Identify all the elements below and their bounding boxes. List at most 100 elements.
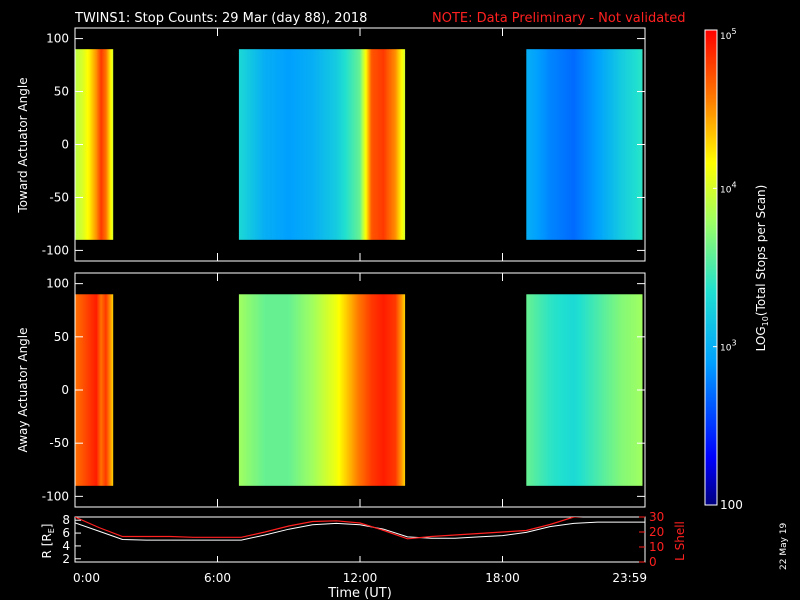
- away-heat-column: [246, 294, 249, 486]
- away-heat-column: [300, 294, 303, 486]
- toward-heat-column: [593, 49, 595, 240]
- toward-heat-column: [380, 49, 383, 240]
- away-heat-column: [92, 294, 94, 486]
- away-heat-column: [608, 294, 610, 486]
- toward-heat-column: [100, 49, 102, 240]
- away-heat-column: [574, 294, 576, 486]
- away-heat-column: [554, 294, 556, 486]
- toward-heat-column: [396, 49, 399, 240]
- away-heat-column: [94, 294, 96, 486]
- away-heat-column: [281, 294, 284, 486]
- away-heat-column: [334, 294, 337, 486]
- toward-heat-column: [392, 49, 395, 240]
- toward-heat-column: [356, 49, 359, 240]
- toward-heat-column: [558, 49, 560, 240]
- toward-heat-column: [347, 49, 350, 240]
- toward-heat-column: [371, 49, 374, 240]
- away-heat-column: [596, 294, 598, 486]
- toward-heat-column: [96, 49, 98, 240]
- toward-heat-column: [84, 49, 86, 240]
- away-heat-column: [299, 294, 302, 486]
- toward-heat-column: [634, 49, 636, 240]
- away-heat-column: [252, 294, 255, 486]
- away-heat-column: [339, 294, 342, 486]
- colorbar-label-post: (Total Stops per Scan): [754, 185, 768, 316]
- r-label-end: ]: [40, 524, 54, 529]
- toward-heat-column: [601, 49, 603, 240]
- toward-heat-column: [362, 49, 365, 240]
- away-heat-column: [359, 294, 362, 486]
- away-heat-column: [279, 294, 282, 486]
- away-heat-column: [326, 294, 329, 486]
- away-heat-column: [625, 294, 627, 486]
- toward-heat-column: [333, 49, 336, 240]
- toward-heat-column: [384, 49, 387, 240]
- toward-heat-column: [270, 49, 273, 240]
- toward-heat-column: [245, 49, 248, 240]
- away-heat-column: [539, 294, 541, 486]
- away-heat-column: [370, 294, 373, 486]
- toward-heat-column: [353, 49, 356, 240]
- away-heat-column: [327, 294, 330, 486]
- toward-heat-column: [332, 49, 335, 240]
- toward-heat-column: [527, 49, 529, 240]
- away-heat-column: [560, 294, 562, 486]
- away-heat-column: [556, 294, 558, 486]
- toward-heat-column: [256, 49, 259, 240]
- toward-heat-column: [111, 49, 113, 240]
- away-heat-column: [371, 294, 374, 486]
- toward-heat-column: [625, 49, 627, 240]
- toward-heat-column: [365, 49, 368, 240]
- away-heat-column: [403, 294, 406, 486]
- toward-heat-column: [361, 49, 364, 240]
- away-heat-column: [577, 294, 579, 486]
- toward-heat-column: [284, 49, 287, 240]
- toward-heat-column: [93, 49, 95, 240]
- toward-heat-column: [577, 49, 579, 240]
- toward-heat-column: [264, 49, 267, 240]
- toward-heat-column: [320, 49, 323, 240]
- toward-heat-column: [586, 49, 588, 240]
- toward-heat-column: [103, 49, 105, 240]
- x-tick-label: 23:59: [612, 571, 647, 585]
- toward-heat-column: [89, 49, 91, 240]
- away-heat-column: [606, 294, 608, 486]
- toward-heat-column: [243, 49, 246, 240]
- away-heat-column: [555, 294, 557, 486]
- x-tick-label: 6:00: [204, 571, 231, 585]
- away-heat-column: [610, 294, 612, 486]
- away-heat-column: [611, 294, 613, 486]
- away-heat-column: [240, 294, 243, 486]
- away-panel-frame: [74, 272, 646, 508]
- away-heat-column: [318, 294, 321, 486]
- toward-heat-column: [254, 49, 257, 240]
- toward-heat-column: [622, 49, 624, 240]
- toward-heat-column: [395, 49, 398, 240]
- toward-heat-column: [533, 49, 535, 240]
- away-heat-column: [254, 294, 257, 486]
- away-heat-column: [345, 294, 348, 486]
- toward-heat-column: [364, 49, 367, 240]
- toward-heat-column: [357, 49, 360, 240]
- toward-heat-column: [561, 49, 563, 240]
- toward-heat-column: [398, 49, 401, 240]
- away-heat-column: [103, 294, 105, 486]
- away-heat-column: [609, 294, 611, 486]
- toward-heat-column: [92, 49, 94, 240]
- away-heat-column: [249, 294, 252, 486]
- away-heat-column: [305, 294, 308, 486]
- away-heat-column: [634, 294, 636, 486]
- toward-heat-column: [90, 49, 92, 240]
- away-heat-column: [534, 294, 536, 486]
- toward-heat-column: [255, 49, 258, 240]
- away-heat-column: [622, 294, 624, 486]
- away-heat-column: [593, 294, 595, 486]
- away-heat-column: [351, 294, 354, 486]
- away-heat-column: [571, 294, 573, 486]
- away-heat-column: [100, 294, 102, 486]
- toward-heat-column: [378, 49, 381, 240]
- toward-heat-column: [261, 49, 264, 240]
- away-heat-column: [393, 294, 396, 486]
- toward-heat-column: [619, 49, 621, 240]
- toward-heat-column: [568, 49, 570, 240]
